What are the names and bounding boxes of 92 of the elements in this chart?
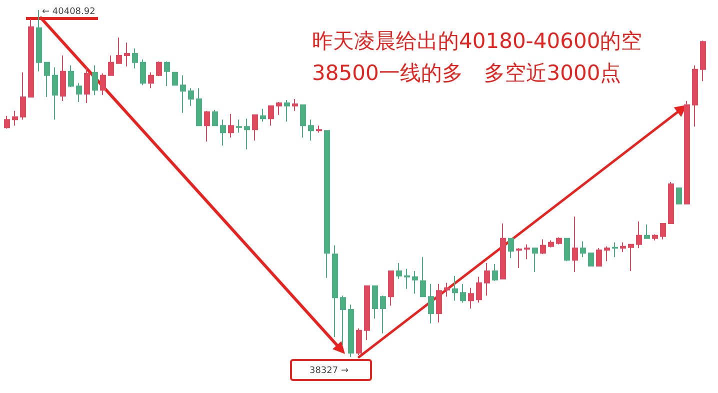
candlestick: [12, 110, 18, 126]
candlestick: [644, 224, 650, 239]
candlestick: [548, 240, 554, 248]
candlestick: [236, 119, 242, 134]
candlestick: [676, 187, 682, 204]
candlestick: [540, 238, 546, 255]
candlestick: [316, 125, 322, 134]
candlestick: [164, 60, 170, 87]
candlestick: [132, 48, 138, 69]
candlestick: [500, 222, 506, 280]
candlestick: [412, 270, 418, 294]
candlestick: [348, 304, 354, 358]
candlestick: [388, 270, 394, 306]
candlestick: [380, 295, 386, 334]
candlestick: [308, 119, 314, 141]
candlestick: [556, 236, 562, 245]
candlestick: [436, 283, 442, 323]
candlestick: [276, 101, 282, 116]
candlestick: [684, 100, 690, 204]
candlestick: [84, 66, 90, 104]
candlestick: [60, 54, 66, 102]
text: 38327 →: [309, 366, 349, 376]
candlestick: [532, 248, 538, 272]
candlestick: [172, 72, 178, 86]
candlestick: [420, 256, 426, 298]
candlestick: [364, 285, 370, 341]
candlestick: [588, 252, 594, 266]
candlestick: [68, 64, 74, 88]
candlestick: [52, 66, 58, 120]
candlestick: [188, 88, 194, 106]
candlestick: [604, 246, 610, 262]
candlestick: [116, 37, 122, 64]
candlestick: [596, 248, 602, 266]
candlestick: [212, 109, 218, 126]
candlestick: [28, 18, 34, 98]
candlestick: [324, 130, 330, 278]
candlestick: [452, 275, 458, 302]
candlestick: [20, 72, 26, 120]
candlestick: [404, 268, 410, 290]
candlestick: [636, 220, 642, 249]
candlestick: [140, 58, 146, 86]
candlestick: [92, 64, 98, 96]
candlestick: [220, 119, 226, 146]
candlestick: [484, 262, 490, 296]
candlestick: [252, 114, 258, 141]
candlestick: [692, 64, 698, 128]
candlestick: [444, 282, 450, 298]
candlestick: [492, 263, 498, 282]
candlestick: [668, 181, 674, 224]
candlestick: [228, 113, 234, 138]
candlestick: [108, 54, 114, 76]
candlestick: [660, 222, 666, 240]
candlestick: [460, 283, 466, 304]
candlestick: [580, 240, 586, 258]
candlestick: [76, 82, 82, 102]
candlestick: [180, 74, 186, 114]
candlestick: [300, 104, 306, 138]
candlestick: [476, 276, 482, 304]
candlestick: [700, 40, 706, 82]
candlestick: [428, 283, 434, 324]
candlestick: [284, 99, 290, 122]
candlestick: [44, 62, 50, 98]
candlestick: [652, 234, 658, 241]
candlestick: [260, 108, 266, 122]
candlestick: [620, 242, 626, 253]
candlestick: [628, 244, 634, 272]
candlestick: [100, 72, 106, 96]
candlestick: [572, 216, 578, 272]
candlestick: [268, 105, 274, 126]
candlestick: [356, 328, 362, 356]
candlestick: [4, 115, 10, 130]
candlestick: [148, 72, 154, 89]
candlestick: [340, 295, 346, 346]
candlestick: [124, 42, 130, 67]
candlestick: [36, 10, 42, 72]
annotation: 昨天凌晨给出的40180-40600的空: [312, 29, 642, 53]
candlestick: [332, 244, 338, 338]
candlestick: [524, 244, 530, 260]
candlestick: [564, 238, 570, 262]
annotation: ← 40408.92: [42, 7, 96, 17]
candlestick: [396, 262, 402, 280]
candlestick: [292, 98, 298, 112]
candlestick: [612, 242, 618, 258]
annotation: 38500一线的多 多空近3000点: [312, 61, 622, 85]
candlestick: [244, 118, 250, 150]
candlestick: [204, 110, 210, 142]
candlestick: [468, 287, 474, 309]
candlestick: [516, 248, 522, 268]
candlestick: [156, 60, 162, 77]
candlestick: [508, 238, 514, 259]
candlestick: [372, 285, 378, 319]
candlestick: [196, 88, 202, 126]
